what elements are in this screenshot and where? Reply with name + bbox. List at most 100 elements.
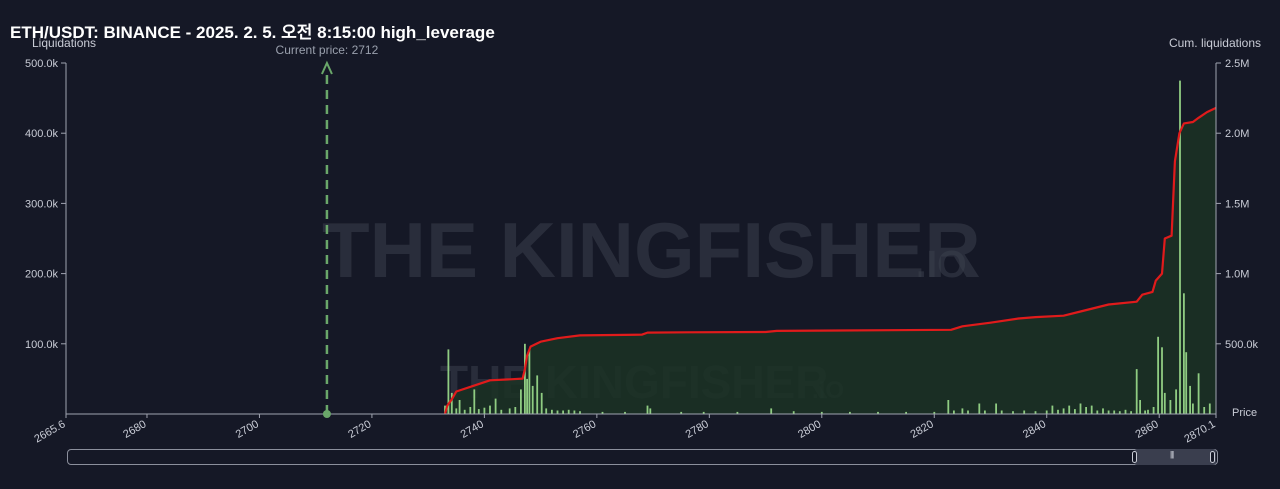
liquidation-bar	[1157, 336, 1159, 414]
liquidation-bar	[1113, 410, 1116, 414]
cumulative-area-fill	[445, 107, 1216, 415]
y-left-axis-title: Liquidations	[32, 36, 97, 50]
liquidation-bar	[528, 349, 531, 414]
liquidation-bar	[1135, 369, 1138, 414]
liquidation-bar	[1147, 409, 1149, 414]
liquidation-bar	[458, 400, 461, 414]
x-tick-label: 2860	[1133, 418, 1160, 441]
y-right-tick-label: 2.0M	[1225, 128, 1249, 140]
chart-title: ETH/USDT: BINANCE - 2025. 2. 5. 오전 8:15:…	[10, 23, 495, 42]
liquidation-bar	[680, 411, 683, 414]
liquidation-bar	[1096, 410, 1099, 414]
liquidation-bar	[1144, 410, 1146, 414]
liquidation-bar	[536, 375, 539, 414]
liquidation-bar	[545, 408, 548, 414]
current-price-arrow	[321, 60, 333, 75]
liquidation-bar	[500, 409, 503, 414]
x-tick-label: 2740	[459, 418, 486, 441]
liquidation-bar	[877, 411, 879, 414]
liquidation-bar	[1107, 410, 1110, 414]
liquidation-bar	[524, 343, 526, 414]
liquidation-bar	[1062, 408, 1065, 414]
liquidation-bar	[1000, 410, 1003, 414]
liquidation-bar	[556, 410, 559, 414]
liquidation-bar	[601, 411, 604, 414]
liquidation-bar	[526, 378, 528, 414]
y-right-tick-label: 1.5M	[1225, 198, 1249, 210]
liquidation-bar	[1034, 411, 1037, 414]
liquidation-bar	[494, 398, 497, 414]
range-handle-right[interactable]	[1210, 451, 1215, 463]
watermark-suffix-large: .IO	[916, 244, 967, 286]
liquidation-bar	[450, 392, 453, 414]
liquidation-bar	[477, 409, 480, 414]
y-right-tick-label: 1.0M	[1225, 269, 1249, 281]
liquidation-bar	[995, 403, 997, 414]
current-price-label: Current price: 2712	[276, 43, 379, 57]
y-left-tick-label: 500.0k	[25, 58, 59, 70]
liquidation-bar	[1051, 405, 1054, 414]
liquidation-bar	[551, 409, 553, 414]
x-tick-label: 2700	[234, 418, 261, 441]
liquidation-bar	[953, 410, 955, 414]
x-tick-label: 2680	[121, 418, 148, 441]
liquidation-bar	[463, 409, 466, 414]
liquidation-bar	[646, 405, 649, 414]
x-tick-label: 2820	[909, 418, 936, 441]
liquidation-bar	[1175, 389, 1177, 414]
scrollbar-thumb[interactable]: |||	[1134, 449, 1216, 465]
liquidation-bar	[736, 411, 739, 414]
liquidation-bar	[447, 349, 450, 414]
watermark-text-large: THE KINGFISHER	[322, 206, 981, 294]
y-right-tick-label: 500.0k	[1225, 339, 1259, 351]
liquidation-bar	[1152, 407, 1155, 414]
liquidation-bar	[1045, 410, 1048, 414]
current-price-dot	[322, 410, 331, 418]
cumulative-line	[443, 106, 1217, 415]
liquidation-bar	[1079, 403, 1082, 414]
grip-icon: |||	[1170, 450, 1174, 459]
liquidation-bar	[508, 408, 511, 414]
liquidation-bar	[770, 408, 773, 414]
x-axis-title: Price	[1232, 407, 1257, 419]
liquidation-bar	[1118, 411, 1121, 414]
y-right-tick-label: 2.5M	[1225, 58, 1249, 70]
liquidation-bar	[562, 410, 564, 414]
x-tick-label: 2720	[346, 418, 373, 441]
y-left-tick-label: 200.0k	[25, 269, 59, 281]
liquidation-bar	[1161, 347, 1163, 414]
x-tick-label: 2840	[1021, 418, 1048, 441]
liquidation-bar	[792, 411, 795, 414]
liquidation-bar	[905, 411, 907, 414]
liquidation-bar	[1130, 411, 1132, 414]
y-right-axis-title: Cum. liquidations	[1168, 36, 1261, 50]
liquidation-bar	[947, 400, 950, 414]
liquidation-bar	[984, 410, 986, 414]
liquidation-bar	[1183, 293, 1185, 414]
liquidation-bar	[514, 407, 517, 414]
range-handle-left[interactable]	[1132, 451, 1137, 463]
liquidation-bar	[849, 411, 851, 414]
liquidation-bar	[1124, 409, 1127, 414]
liquidation-bar	[483, 407, 486, 414]
liquidation-bar	[1179, 80, 1181, 414]
range-scrollbar[interactable]: |||	[67, 449, 1218, 465]
liquidation-bar	[1197, 373, 1200, 414]
x-tick-label: 2760	[571, 418, 598, 441]
liquidation-bar	[579, 411, 581, 414]
liquidation-bar	[1163, 392, 1166, 414]
x-tick-label: 2800	[796, 418, 823, 441]
liquidation-bar	[531, 385, 534, 414]
liquidation-bar	[469, 407, 472, 414]
y-left-tick-label: 100.0k	[25, 339, 59, 351]
liquidation-bar	[1208, 403, 1211, 414]
liquidation-bar	[967, 410, 969, 414]
y-left-tick-label: 300.0k	[25, 198, 59, 210]
liquidation-bar	[978, 403, 981, 414]
liquidation-bar	[1185, 352, 1188, 414]
y-left-tick-label: 400.0k	[25, 128, 59, 140]
liquidation-bar	[473, 389, 476, 414]
liquidation-bar	[444, 405, 446, 414]
liquidation-bar	[540, 392, 543, 414]
